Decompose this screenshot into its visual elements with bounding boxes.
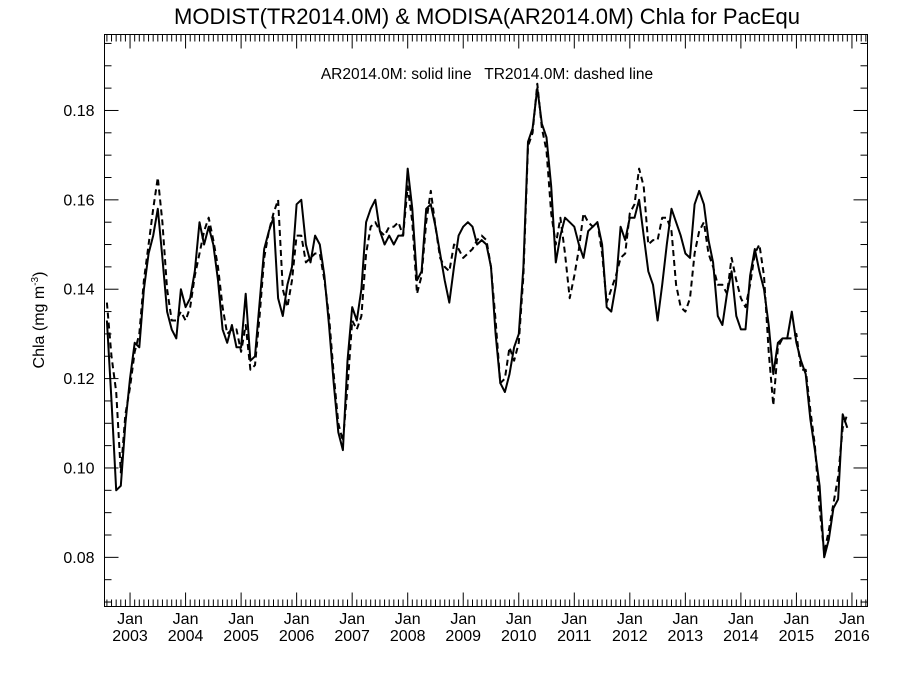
plot-frame bbox=[104, 34, 868, 607]
x-tick-month-label: Jan bbox=[173, 611, 199, 628]
x-tick-month-label: Jan bbox=[839, 611, 865, 628]
y-axis-label-main: Chla (mg m bbox=[31, 286, 48, 369]
x-tick-month-label: Jan bbox=[784, 611, 810, 628]
x-tick-year-label: 2004 bbox=[168, 628, 204, 645]
x-tick-month-label: Jan bbox=[117, 611, 143, 628]
y-axis-label: Chla (mg m-3) bbox=[30, 272, 48, 369]
x-tick-year-label: 2007 bbox=[334, 628, 370, 645]
x-tick-year-label: 2015 bbox=[779, 628, 815, 645]
x-tick-month-label: Jan bbox=[450, 611, 476, 628]
x-tick-month-label: Jan bbox=[728, 611, 754, 628]
x-tick-year-label: 2003 bbox=[112, 628, 148, 645]
x-tick-month-label: Jan bbox=[395, 611, 421, 628]
x-tick-month-label: Jan bbox=[672, 611, 698, 628]
series-annotation: AR2014.0M: solid line TR2014.0M: dashed … bbox=[321, 66, 653, 83]
y-tick-label: 0.12 bbox=[63, 371, 94, 388]
axis-ticks bbox=[104, 34, 868, 607]
y-axis-label-end: ) bbox=[31, 272, 48, 277]
series-lines bbox=[105, 82, 849, 559]
y-tick-label: 0.16 bbox=[63, 192, 94, 209]
x-tick-year-label: 2005 bbox=[223, 628, 259, 645]
x-tick-year-label: 2008 bbox=[390, 628, 426, 645]
x-tick-month-label: Jan bbox=[284, 611, 310, 628]
y-tick-label: 0.14 bbox=[63, 282, 94, 299]
y-tick-label: 0.08 bbox=[63, 550, 94, 567]
x-tick-labels: Jan2003Jan2004Jan2005Jan2006Jan2007Jan20… bbox=[112, 611, 870, 645]
x-tick-month-label: Jan bbox=[228, 611, 254, 628]
series-line-ar2014-0m bbox=[105, 87, 849, 559]
chart-title: MODIST(TR2014.0M) & MODISA(AR2014.0M) Ch… bbox=[174, 4, 800, 29]
x-tick-year-label: 2006 bbox=[279, 628, 315, 645]
x-tick-month-label: Jan bbox=[339, 611, 365, 628]
y-tick-label: 0.10 bbox=[63, 460, 94, 477]
x-tick-year-label: 2009 bbox=[445, 628, 481, 645]
x-tick-month-label: Jan bbox=[506, 611, 532, 628]
x-tick-year-label: 2016 bbox=[834, 628, 870, 645]
y-tick-label: 0.18 bbox=[63, 103, 94, 120]
x-tick-year-label: 2012 bbox=[612, 628, 648, 645]
x-tick-year-label: 2013 bbox=[668, 628, 704, 645]
x-tick-month-label: Jan bbox=[617, 611, 643, 628]
y-axis-label-superscript: -3 bbox=[30, 276, 41, 285]
y-tick-labels: 0.08 0.10 0.12 0.14 0.16 0.18 bbox=[63, 103, 94, 567]
x-tick-year-label: 2010 bbox=[501, 628, 537, 645]
series-line-tr2014-0m bbox=[105, 82, 849, 554]
x-tick-year-label: 2011 bbox=[557, 628, 592, 645]
x-tick-month-label: Jan bbox=[561, 611, 587, 628]
x-tick-year-label: 2014 bbox=[723, 628, 759, 645]
